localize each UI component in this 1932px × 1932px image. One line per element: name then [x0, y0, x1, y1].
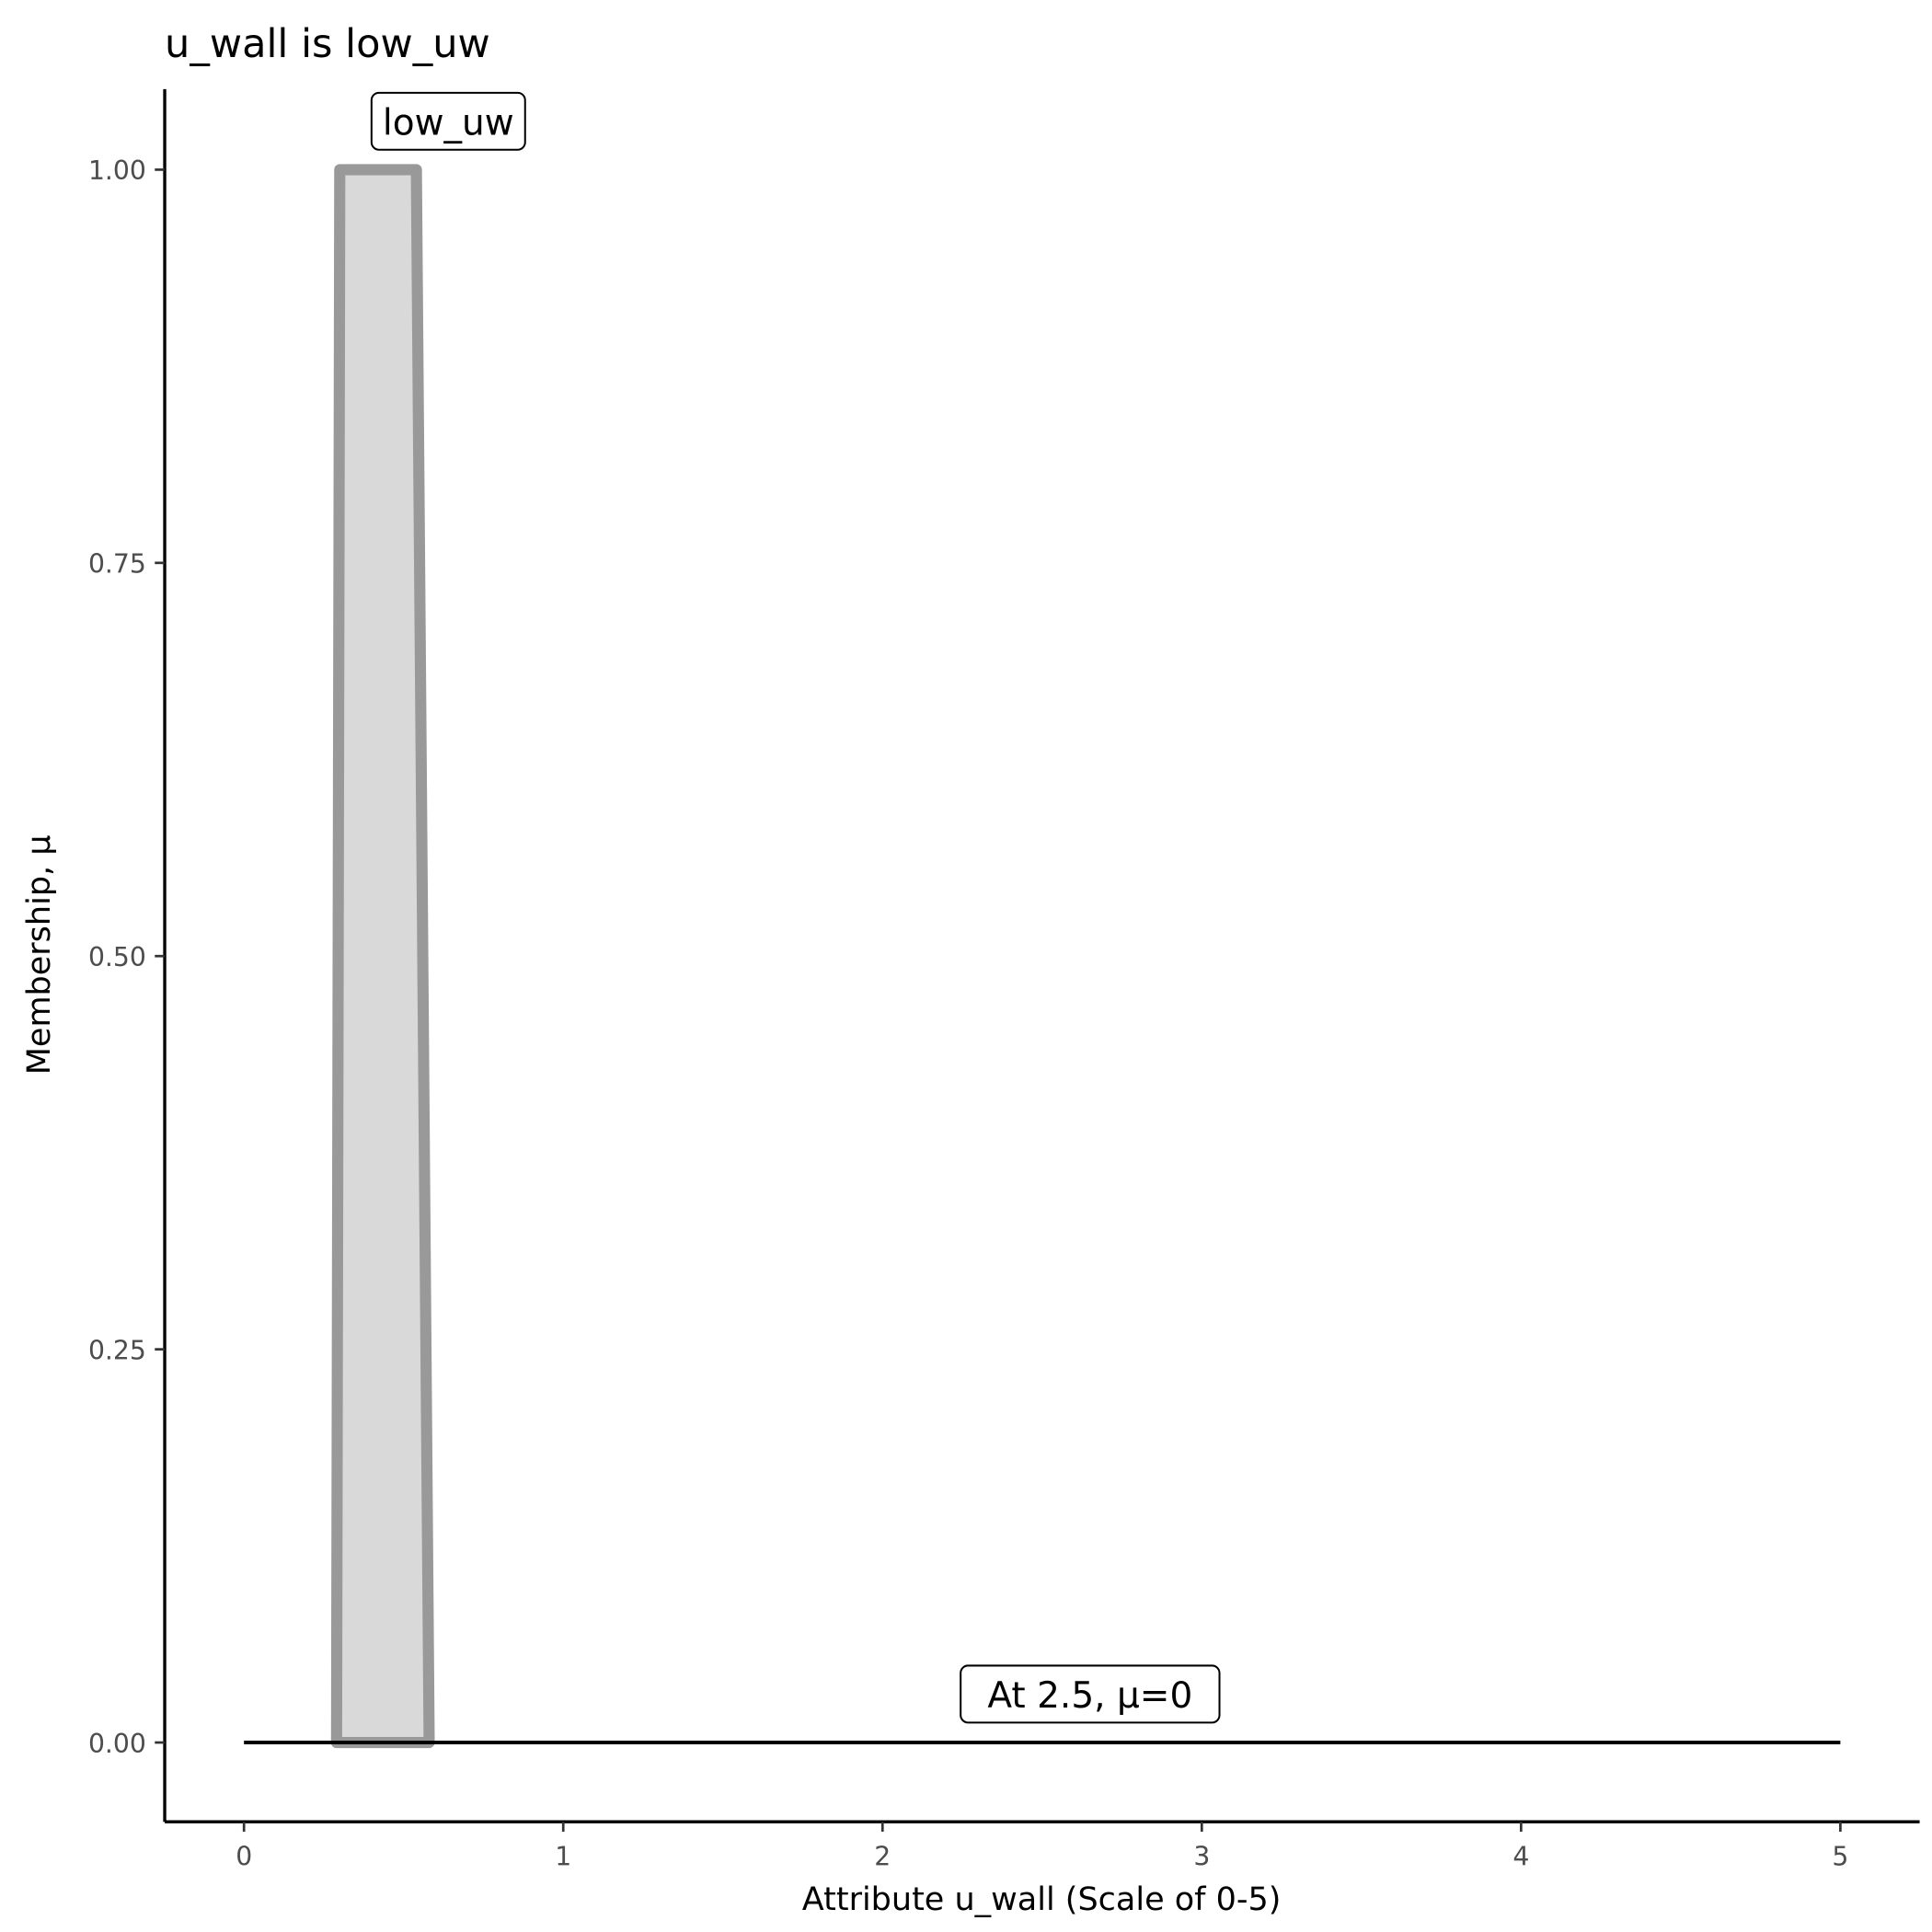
y-axis-label: Membership, μ [21, 834, 58, 1075]
membership-area-low_uw [330, 164, 435, 1749]
chart-title: u_wall is low_uw [165, 21, 490, 67]
x-tick-label: 4 [1512, 1841, 1529, 1871]
x-tick-label: 0 [236, 1841, 252, 1871]
y-tick-label: 0.25 [88, 1335, 146, 1365]
x-tick-label: 1 [555, 1841, 571, 1871]
x-tick-label: 2 [874, 1841, 891, 1871]
y-tick-label: 0.00 [88, 1729, 146, 1759]
y-axis-ticks: 0.00 0.25 0.50 0.75 1.00 [88, 155, 166, 1759]
annotation-label: low_uw [370, 91, 526, 151]
x-tick-label: 5 [1832, 1841, 1848, 1871]
y-tick-label: 0.75 [88, 549, 146, 580]
annotation-box [960, 1664, 1221, 1724]
x-axis-ticks: 0 1 2 3 4 5 [236, 1822, 1848, 1871]
annotation-box [370, 91, 526, 151]
y-tick-label: 1.00 [88, 155, 146, 186]
plot-area: low_uw At 2.5, μ=0 [244, 91, 1841, 1749]
x-tick-label: 3 [1193, 1841, 1210, 1871]
annotation-text: low_uw [383, 103, 514, 144]
annotation-label: At 2.5, μ=0 [960, 1664, 1221, 1724]
y-tick-label: 0.50 [88, 942, 146, 972]
x-axis-label: Attribute u_wall (Scale of 0-5) [802, 1881, 1282, 1918]
annotation-text: At 2.5, μ=0 [987, 1675, 1192, 1717]
